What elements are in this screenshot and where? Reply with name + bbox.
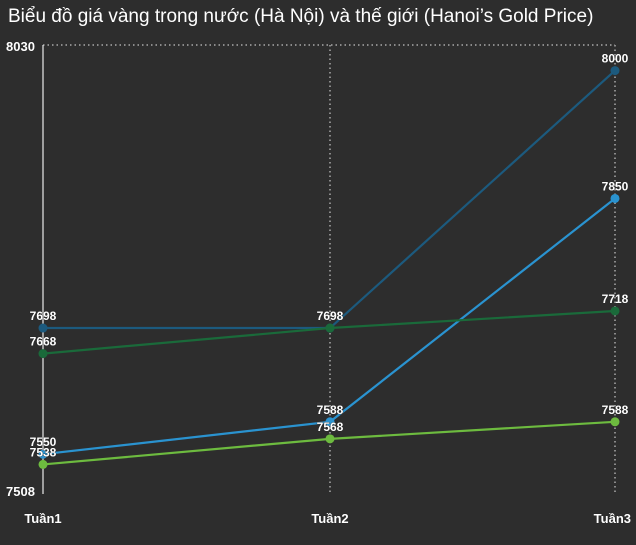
data-label: 8000 (602, 52, 629, 66)
data-label: 7538 (30, 445, 57, 459)
data-point (38, 449, 48, 459)
data-label: 7850 (602, 179, 629, 193)
x-tick-label: Tuần2 (311, 511, 348, 526)
data-point (610, 193, 620, 203)
data-label: 7698 (317, 309, 344, 323)
chart-title: Biểu đồ giá vàng trong nước (Hà Nội) và … (8, 6, 594, 27)
data-label: 7718 (602, 292, 629, 306)
data-label: 7668 (30, 335, 57, 349)
data-point (325, 323, 335, 333)
y-tick-label-bottom: 7508 (6, 484, 35, 499)
series-line (43, 69, 616, 330)
data-point (610, 417, 620, 427)
data-point (38, 349, 48, 359)
data-point (610, 306, 620, 316)
data-label: 7588 (317, 403, 344, 417)
data-label: 7698 (30, 309, 57, 323)
data-label: 7588 (602, 403, 629, 417)
x-tick-label: Tuần3 (594, 511, 631, 526)
data-point (325, 434, 335, 444)
data-label: 7568 (317, 420, 344, 434)
data-point (38, 459, 48, 469)
y-tick-label-top: 8030 (6, 39, 35, 54)
data-point (325, 417, 335, 427)
data-label: 7550 (30, 435, 57, 449)
data-point (38, 323, 48, 333)
data-point (610, 66, 620, 76)
x-tick-label: Tuần1 (24, 511, 61, 526)
